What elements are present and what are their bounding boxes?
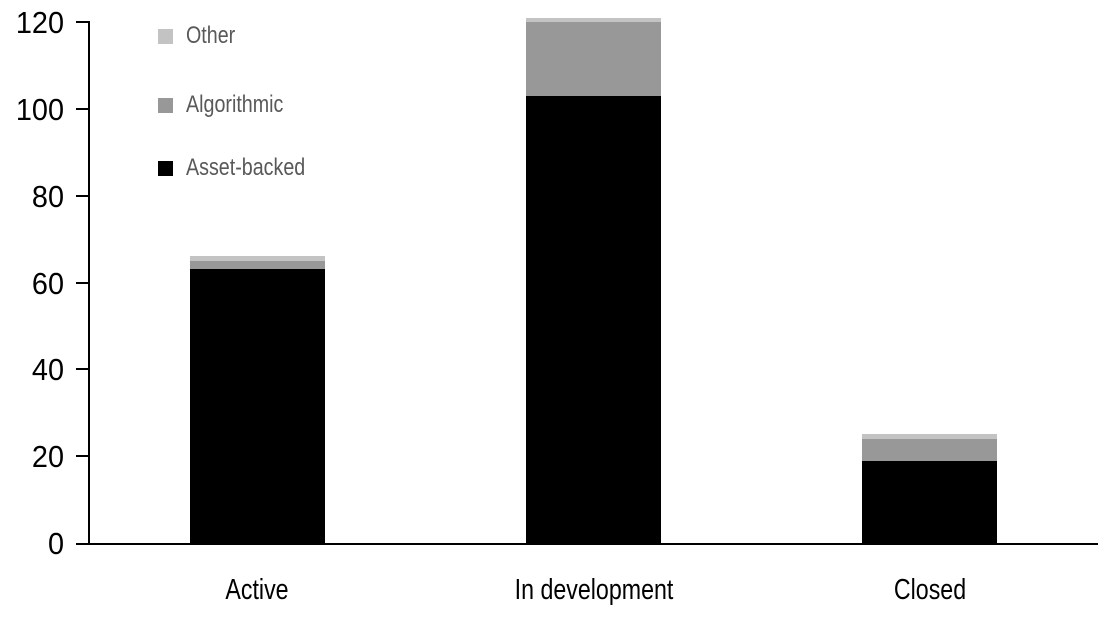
y-tick-label: 40 (31, 352, 64, 388)
y-tick-mark (76, 455, 88, 458)
y-tick-label: 80 (31, 178, 64, 214)
x-axis-line (76, 543, 1098, 545)
legend-swatch-icon (158, 97, 173, 113)
bar-segment-asset-backed-active (189, 269, 325, 543)
legend-swatch-icon (158, 160, 173, 176)
bar-segment-asset-backed-closed (862, 460, 998, 543)
legend-label: Other (186, 22, 236, 49)
bar-segment-other-closed (862, 434, 998, 439)
legend-item-asset-backed: Asset-backed (158, 156, 331, 180)
y-tick-mark (76, 21, 88, 23)
y-tick-label: 60 (31, 265, 64, 301)
bar-segment-algorithmic-active (189, 260, 325, 270)
y-axis-line (88, 21, 90, 545)
y-tick-mark (76, 368, 88, 371)
legend-label: Asset-backed (186, 154, 306, 181)
y-tick-mark (76, 281, 88, 284)
x-category-label-in-development: In development (514, 574, 673, 606)
bar-segment-asset-backed-in-development (526, 95, 661, 543)
y-tick-label: 0 (47, 526, 64, 561)
legend-item-algorithmic: Algorithmic (158, 93, 305, 117)
y-tick-mark (76, 194, 88, 197)
y-tick-label: 20 (31, 439, 64, 475)
bar-segment-other-in-development (526, 17, 661, 22)
legend-label: Algorithmic (186, 91, 284, 118)
bar-segment-algorithmic-closed (862, 438, 998, 461)
x-category-label-closed: Closed (893, 574, 966, 606)
bar-segment-other-active (189, 256, 325, 261)
legend-item-other: Other (158, 24, 246, 48)
x-category-label-active: Active (225, 574, 289, 606)
bar-segment-algorithmic-in-development (526, 22, 661, 96)
y-tick-mark (76, 107, 88, 110)
y-tick-label: 100 (15, 91, 64, 127)
y-tick-label: 120 (15, 5, 64, 40)
legend-swatch-icon (158, 28, 173, 44)
